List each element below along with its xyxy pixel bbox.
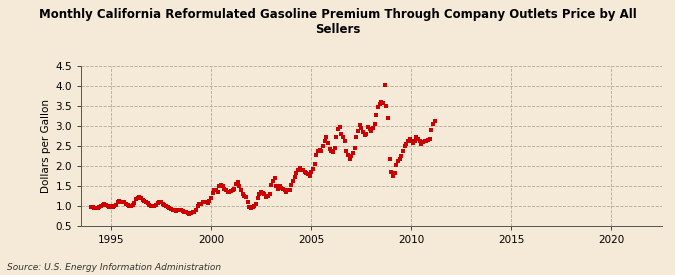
Text: Source: U.S. Energy Information Administration: Source: U.S. Energy Information Administ… <box>7 263 221 272</box>
Text: Monthly California Reformulated Gasoline Premium Through Company Outlets Price b: Monthly California Reformulated Gasoline… <box>38 8 637 36</box>
Y-axis label: Dollars per Gallon: Dollars per Gallon <box>41 99 51 193</box>
